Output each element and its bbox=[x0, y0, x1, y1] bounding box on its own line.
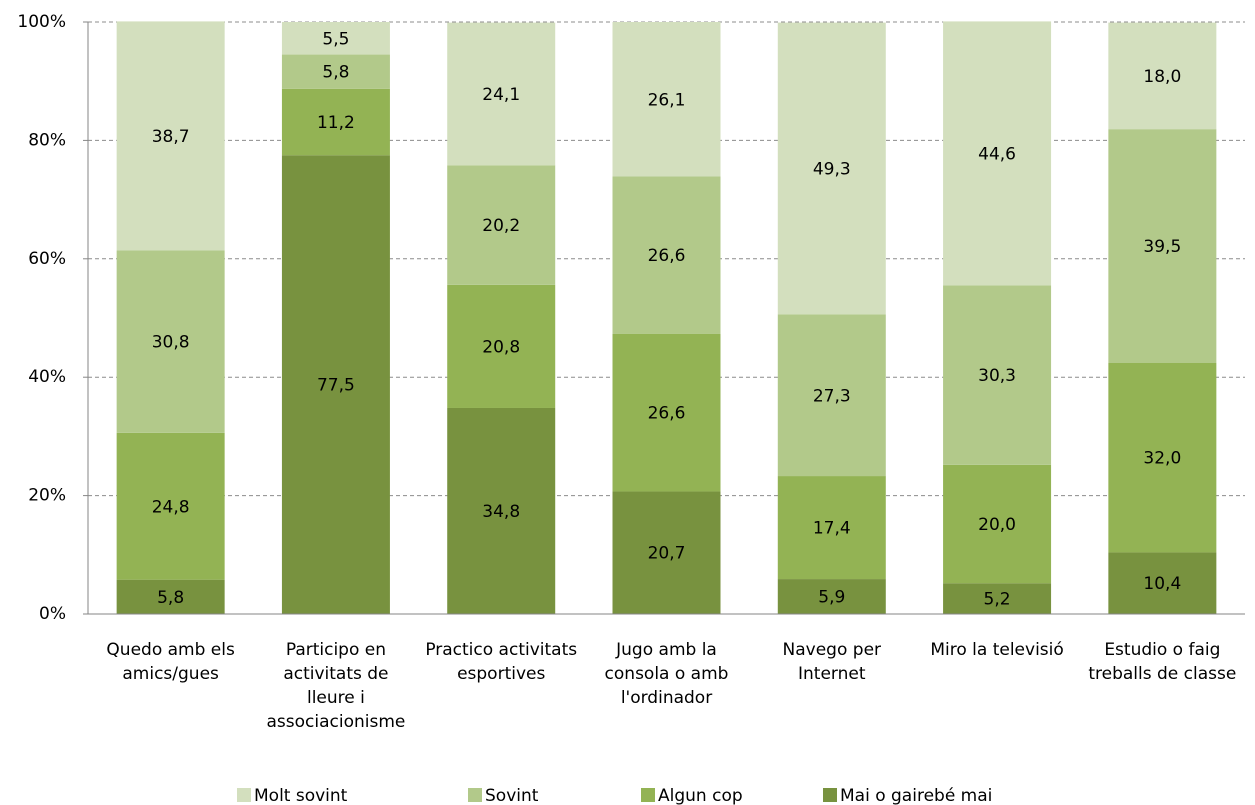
bar-segment bbox=[116, 579, 225, 614]
data-label: 27,3 bbox=[813, 386, 851, 406]
legend-label: Mai o gairebé mai bbox=[840, 786, 992, 805]
legend-label: Algun cop bbox=[658, 786, 743, 805]
label-line: activitats de bbox=[283, 664, 388, 684]
data-label: 18,0 bbox=[1143, 67, 1181, 87]
bar-segment bbox=[943, 464, 1052, 584]
bar-segment bbox=[612, 22, 721, 177]
bar-segment bbox=[612, 491, 721, 614]
label-line: Quedo amb els bbox=[106, 640, 235, 660]
data-label: 26,6 bbox=[648, 246, 686, 266]
bar-segment bbox=[612, 176, 721, 334]
data-label: 20,2 bbox=[482, 216, 520, 236]
data-label: 32,0 bbox=[1143, 449, 1181, 469]
y-tick-label: 60% bbox=[28, 249, 66, 269]
label-line: Jugo amb la bbox=[615, 640, 717, 660]
legend-swatch bbox=[823, 788, 837, 802]
bar-segment bbox=[116, 432, 225, 580]
y-tick-label: 80% bbox=[28, 130, 66, 150]
data-label: 5,9 bbox=[818, 588, 845, 608]
label-line: Participo en bbox=[286, 640, 386, 660]
data-label: 26,6 bbox=[648, 404, 686, 424]
label-line: Practico activitats bbox=[425, 640, 577, 660]
bar-segment bbox=[777, 476, 886, 580]
data-label: 17,4 bbox=[813, 519, 851, 539]
data-label: 34,8 bbox=[482, 502, 520, 522]
legend-swatch bbox=[468, 788, 482, 802]
x-tick-label: Jugo amb la consola o amb l'ordinador bbox=[605, 640, 729, 708]
bar-segment bbox=[447, 165, 556, 285]
x-tick-label: Quedo amb els amics/gues bbox=[106, 640, 235, 684]
label-line: lleure i bbox=[307, 688, 365, 708]
bar-segment bbox=[1108, 22, 1217, 130]
label-line: Internet bbox=[798, 664, 866, 684]
label-line: esportives bbox=[457, 664, 545, 684]
label-line: associacionisme bbox=[266, 712, 405, 732]
bar-segment bbox=[777, 22, 886, 315]
bar-segment bbox=[1108, 552, 1217, 614]
label-line: consola o amb bbox=[605, 664, 729, 684]
bar-segment bbox=[777, 579, 886, 614]
data-label: 5,8 bbox=[322, 63, 349, 83]
data-label: 11,2 bbox=[317, 113, 355, 133]
data-label: 24,1 bbox=[482, 85, 520, 105]
bar-segment bbox=[281, 54, 390, 89]
data-label: 24,8 bbox=[152, 497, 190, 517]
bar-segment bbox=[447, 22, 556, 166]
data-label: 30,3 bbox=[978, 366, 1016, 386]
x-tick-label: Estudio o faig treballs de classe bbox=[1088, 640, 1236, 684]
data-label: 30,8 bbox=[152, 333, 190, 353]
y-tick-label: 20% bbox=[28, 486, 66, 506]
legend-swatch bbox=[641, 788, 655, 802]
label-line: Navego per bbox=[783, 640, 882, 660]
legend-swatch bbox=[237, 788, 251, 802]
bar-segment bbox=[1108, 362, 1217, 553]
data-label: 26,1 bbox=[648, 90, 686, 110]
label-line: amics/gues bbox=[122, 664, 219, 684]
data-label: 10,4 bbox=[1143, 574, 1181, 594]
data-label: 38,7 bbox=[152, 127, 190, 147]
data-label: 20,0 bbox=[978, 515, 1016, 535]
bar-segment bbox=[447, 407, 556, 614]
bar-segment bbox=[777, 314, 886, 477]
bar-segment bbox=[943, 285, 1052, 465]
legend-label: Molt sovint bbox=[254, 786, 348, 805]
x-tick-label: Miro la televisió bbox=[930, 640, 1063, 660]
bar-segment bbox=[116, 250, 225, 433]
x-tick-label: Practico activitats esportives bbox=[425, 640, 577, 684]
y-tick-label: 40% bbox=[28, 367, 66, 387]
label-line: Estudio o faig bbox=[1104, 640, 1220, 660]
data-label: 20,8 bbox=[482, 337, 520, 357]
x-tick-label: Navego per Internet bbox=[783, 640, 882, 684]
bar-segment bbox=[943, 583, 1052, 614]
bar-segment bbox=[281, 88, 390, 156]
legend-label: Sovint bbox=[485, 786, 539, 805]
y-tick-label: 0% bbox=[39, 604, 66, 624]
data-label: 5,2 bbox=[984, 590, 1011, 610]
data-label: 39,5 bbox=[1143, 237, 1181, 257]
data-label: 44,6 bbox=[978, 144, 1016, 164]
bar-segment bbox=[612, 333, 721, 492]
label-line: Miro la televisió bbox=[930, 640, 1063, 660]
label-line: l'ordinador bbox=[621, 688, 712, 708]
data-label: 77,5 bbox=[317, 376, 355, 396]
bar-segment bbox=[116, 21, 225, 251]
data-label: 49,3 bbox=[813, 160, 851, 180]
bar-segment bbox=[1108, 129, 1217, 363]
label-line: treballs de classe bbox=[1088, 664, 1236, 684]
bar-segment bbox=[281, 22, 390, 55]
bar-segment bbox=[281, 155, 390, 614]
data-label: 20,7 bbox=[648, 544, 686, 564]
data-label: 5,8 bbox=[157, 588, 184, 608]
x-tick-label: Participo en activitats de lleure i associa… bbox=[266, 640, 405, 732]
y-tick-label: 100% bbox=[17, 12, 66, 32]
bar-segment bbox=[943, 21, 1052, 286]
bar-segment bbox=[447, 284, 556, 408]
data-label: 5,5 bbox=[322, 29, 349, 49]
